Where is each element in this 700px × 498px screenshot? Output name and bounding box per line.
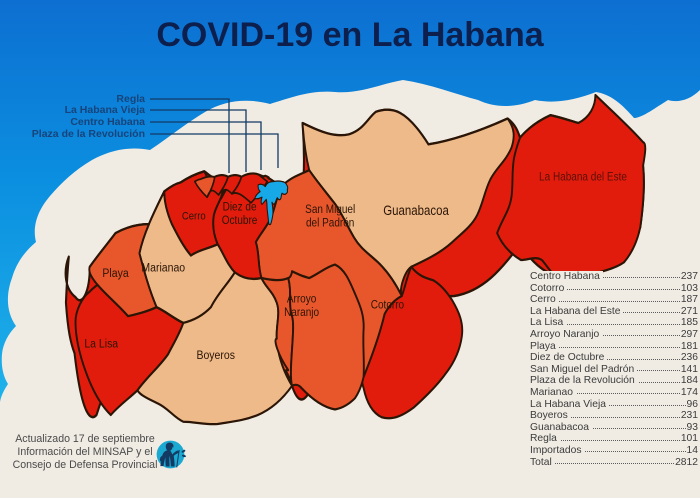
svg-text:Diez de: Diez de (223, 201, 257, 214)
svg-text:Naranjo: Naranjo (284, 307, 319, 320)
svg-text:Playa: Playa (102, 267, 129, 280)
svg-text:La Habana del Este: La Habana del Este (539, 171, 627, 184)
svg-text:Marianao: Marianao (141, 262, 185, 275)
svg-text:Octubre: Octubre (222, 214, 258, 227)
svg-text:Boyeros: Boyeros (196, 349, 235, 362)
svg-text:del Padrón: del Padrón (306, 217, 354, 230)
svg-text:Cotorro: Cotorro (371, 299, 404, 312)
svg-text:Cerro: Cerro (182, 211, 206, 223)
svg-text:Guanabacoa: Guanabacoa (383, 203, 449, 218)
svg-text:La Lisa: La Lisa (84, 338, 118, 351)
svg-text:Arroyo: Arroyo (287, 293, 316, 306)
svg-text:San Miguel: San Miguel (305, 203, 355, 216)
